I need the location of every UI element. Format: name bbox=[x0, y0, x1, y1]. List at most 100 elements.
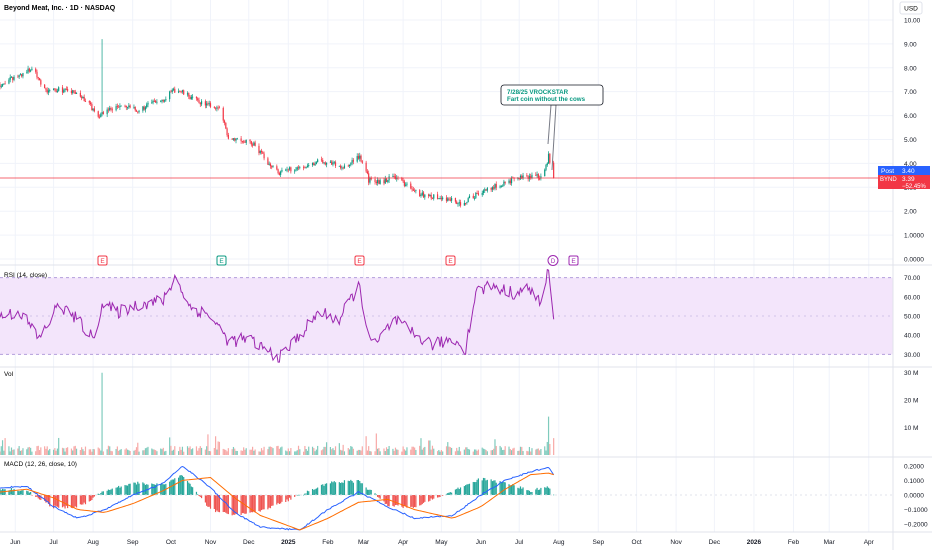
macd-histogram-bar bbox=[126, 485, 129, 495]
candle-body bbox=[370, 178, 372, 180]
macd-histogram-bar bbox=[8, 490, 10, 495]
volume-bar bbox=[365, 436, 367, 455]
candle-body bbox=[179, 91, 181, 93]
macd-legend[interactable]: MACD (12, 26, close, 10) bbox=[4, 461, 77, 468]
volume-bar bbox=[8, 446, 10, 455]
earnings-marker[interactable]: E bbox=[216, 255, 227, 266]
macd-histogram-bar bbox=[325, 483, 328, 495]
candle-body bbox=[430, 194, 432, 199]
time-axis[interactable]: Jun Jul Aug Sep Oct Nov Dec 2025 Feb Mar Apr May Jun… bbox=[10, 539, 875, 546]
candle-body bbox=[172, 88, 175, 90]
macd-line bbox=[0, 465, 555, 531]
earnings-marker[interactable]: E bbox=[354, 255, 365, 266]
candle-body bbox=[508, 180, 510, 183]
macd-histogram-bar bbox=[118, 485, 120, 495]
earnings-marker[interactable]: E bbox=[445, 255, 456, 266]
macd-histogram-bar bbox=[209, 495, 212, 509]
candle-body bbox=[70, 90, 73, 93]
earnings-marker[interactable]: E bbox=[568, 255, 579, 266]
event-markers[interactable]: E E E E D E bbox=[97, 255, 579, 266]
candle-body bbox=[190, 96, 192, 100]
candle-body bbox=[197, 98, 199, 101]
annotation-line2: Fart coin without the cows bbox=[507, 96, 586, 103]
time-tick-label: Sep bbox=[593, 539, 605, 546]
volume-bar bbox=[546, 441, 548, 455]
candle-body bbox=[338, 165, 340, 167]
candle-body bbox=[468, 195, 471, 199]
volume-bar bbox=[410, 449, 412, 455]
macd-histogram-bar bbox=[503, 481, 505, 495]
candle-body bbox=[143, 106, 145, 110]
volume-bar bbox=[234, 448, 236, 455]
dividend-marker[interactable]: D bbox=[547, 255, 559, 266]
volume-bar bbox=[421, 449, 423, 455]
volume-bar bbox=[445, 446, 448, 455]
macd-histogram-bar bbox=[134, 482, 136, 495]
candle-body bbox=[144, 107, 147, 110]
macd-histogram-bar bbox=[304, 493, 306, 495]
volume-bar bbox=[4, 438, 6, 455]
volume-bar bbox=[138, 451, 140, 455]
annotation-callout[interactable]: 7/28/25 VROCKSTAR Fart coin without the … bbox=[500, 84, 604, 171]
volume-tick-label: 10 M bbox=[904, 425, 918, 432]
volume-bar bbox=[45, 448, 47, 455]
volume-bar bbox=[440, 450, 442, 455]
candle-body bbox=[422, 192, 425, 198]
macd-histogram-bar bbox=[278, 495, 280, 505]
volume-bar bbox=[209, 451, 212, 455]
time-tick-label: Jun bbox=[476, 539, 487, 546]
candle-body bbox=[323, 162, 325, 164]
macd-histogram-bar bbox=[314, 489, 316, 495]
macd-histogram-bar bbox=[531, 491, 533, 495]
macd-histogram-bar bbox=[536, 487, 538, 495]
volume-bar bbox=[58, 437, 60, 455]
candle-body bbox=[163, 100, 166, 102]
volume-bar bbox=[277, 445, 279, 455]
macd-histogram-bar bbox=[181, 475, 184, 495]
volume-bar bbox=[21, 450, 23, 455]
macd-histogram-bar bbox=[526, 490, 528, 495]
candle-body bbox=[83, 96, 85, 101]
volume-bar bbox=[137, 442, 139, 455]
macd-histogram-bar bbox=[406, 495, 408, 508]
volume-bar bbox=[197, 450, 199, 455]
macd-histogram-bar bbox=[225, 495, 227, 513]
macd-histogram-bar bbox=[357, 480, 360, 495]
macd-histogram-bar bbox=[153, 484, 155, 495]
macd-histogram-bar bbox=[513, 485, 515, 495]
candle-body bbox=[401, 177, 403, 180]
candle-body bbox=[26, 72, 28, 74]
macd-histogram-bar bbox=[343, 480, 346, 495]
macd-histogram-bar bbox=[299, 494, 301, 496]
volume-bar bbox=[528, 446, 531, 455]
symbol-price-tag: BYND 3.39 −52.45% bbox=[878, 175, 930, 190]
macd-histogram-bar bbox=[174, 478, 176, 495]
candle-body bbox=[451, 198, 453, 201]
candle-body bbox=[119, 105, 121, 108]
candle-body bbox=[3, 83, 5, 85]
volume-bar bbox=[231, 449, 233, 455]
macd-histogram-bar bbox=[101, 491, 103, 495]
macd-histogram-bar bbox=[378, 495, 380, 498]
candle-body bbox=[509, 180, 511, 184]
macd-histogram-bar bbox=[465, 485, 467, 495]
currency-button[interactable] bbox=[899, 1, 923, 15]
volume-bar bbox=[510, 450, 513, 455]
macd-histogram-bar bbox=[484, 478, 486, 495]
macd-histogram-bar bbox=[447, 493, 449, 495]
macd-histogram-bar bbox=[56, 495, 59, 507]
volume-bar bbox=[403, 449, 406, 455]
rsi-legend[interactable]: RSI (14, close) bbox=[4, 272, 47, 279]
currency-label: USD bbox=[904, 6, 918, 13]
time-tick-label: 2025 bbox=[281, 539, 296, 546]
volume-bar bbox=[180, 449, 182, 455]
volume-bar bbox=[396, 449, 398, 455]
volume-legend[interactable]: Vol bbox=[4, 371, 14, 378]
volume-bar bbox=[28, 446, 30, 455]
candle-body bbox=[536, 174, 538, 176]
macd-histogram-bar bbox=[297, 494, 300, 496]
earnings-marker[interactable]: E bbox=[97, 255, 108, 266]
volume-bar bbox=[428, 440, 430, 455]
volume-bar bbox=[494, 439, 496, 455]
